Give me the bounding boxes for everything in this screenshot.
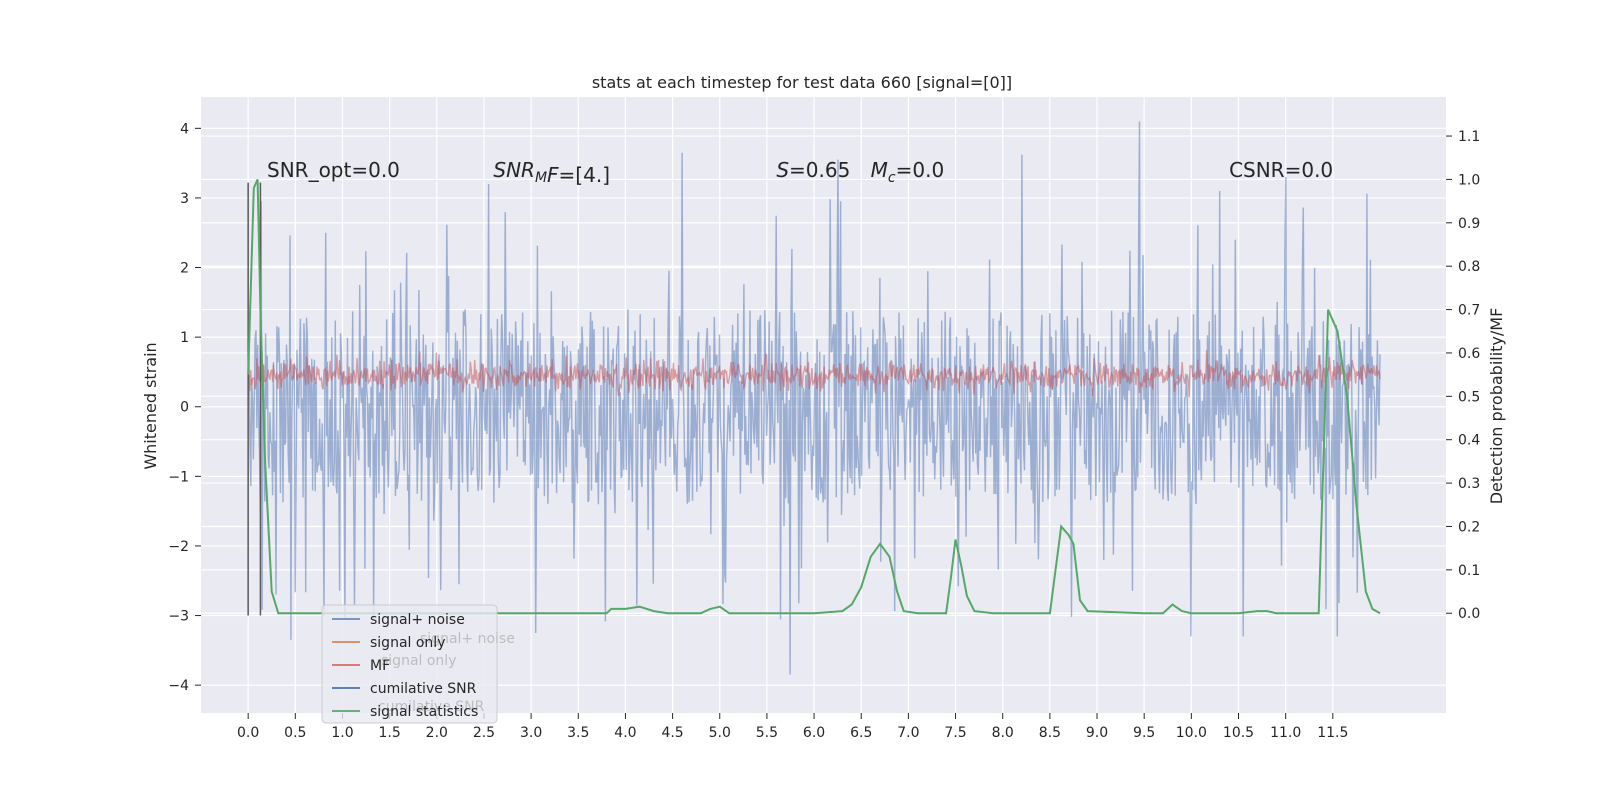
y-tick-label-right: 0.0 — [1458, 606, 1480, 622]
x-tick-label: 3.5 — [567, 725, 589, 741]
y-axis-label-left: Whitened strain — [141, 342, 160, 469]
series-signal-noise — [247, 121, 1381, 675]
y-tick-label-left: −4 — [168, 678, 189, 694]
x-tick-label: 11.5 — [1317, 725, 1348, 741]
series-mf — [247, 350, 1381, 398]
y-tick-label-right: 0.6 — [1458, 346, 1480, 362]
legend-ghost-text: signal only — [381, 653, 456, 669]
y-tick-label-right: 1.1 — [1458, 129, 1480, 145]
y-tick-label-right: 0.8 — [1458, 259, 1480, 275]
x-tick-label: 1.5 — [379, 725, 401, 741]
x-tick-label: 5.5 — [756, 725, 778, 741]
x-tick-label: 8.5 — [1039, 725, 1061, 741]
y-tick-label-right: 0.4 — [1458, 433, 1480, 449]
x-tick-label: 2.5 — [473, 725, 495, 741]
y-tick-label-right: 1.0 — [1458, 172, 1480, 188]
x-tick-label: 1.0 — [331, 725, 353, 741]
y-tick-label-left: 1 — [180, 330, 189, 346]
annotation-csnr: CSNR=0.0 — [1229, 158, 1333, 182]
x-tick-label: 7.5 — [944, 725, 966, 741]
x-tick-label: 9.0 — [1086, 725, 1108, 741]
legend-box — [321, 604, 498, 724]
x-tick-label: 7.0 — [897, 725, 919, 741]
x-tick-label: 5.0 — [709, 725, 731, 741]
y-tick-label-left: −3 — [168, 609, 189, 625]
legend-label: signal only — [370, 635, 445, 651]
plot-area: 0.0 0.5 1.0 1.5 2.0 2.5 3.0 3.5 4.0 4.5 5.0 5.5 6.0 6… — [168, 97, 1480, 741]
x-tick-label: 6.0 — [803, 725, 825, 741]
annotation-snr-opt: SNR_opt=0.0 — [267, 158, 400, 182]
x-tick-label: 4.0 — [614, 725, 636, 741]
y-tick-label-right: 0.7 — [1458, 303, 1480, 319]
series-signal-statistics — [247, 178, 1381, 615]
annotation-snr-mf: SNRMF=[4.] — [493, 158, 610, 187]
x-tick-label: 10.5 — [1223, 725, 1254, 741]
legend-label: signal+ noise — [370, 612, 465, 628]
legend-ghost-text: signal+ noise — [420, 631, 515, 647]
y-tick-label-right: 0.2 — [1458, 519, 1480, 535]
y-tick-label-right: 0.3 — [1458, 476, 1480, 492]
legend-label: MF — [370, 658, 390, 674]
series-line — [247, 121, 1381, 675]
legend-label: signal statistics — [370, 704, 478, 720]
y-tick-label-left: 3 — [180, 191, 189, 207]
y-tick-label-left: 0 — [180, 400, 189, 416]
x-tick-label: 4.5 — [661, 725, 683, 741]
x-tick-label: 3.0 — [520, 725, 542, 741]
x-tick-label: 10.0 — [1176, 725, 1207, 741]
legend-label: cumilative SNR — [370, 681, 477, 697]
x-tick-label: 8.0 — [992, 725, 1014, 741]
y-tick-label-left: −2 — [168, 539, 189, 555]
series-line — [247, 350, 1381, 398]
x-tick-label: 6.5 — [850, 725, 872, 741]
y-tick-label-left: −1 — [168, 469, 189, 485]
x-tick-label: 9.5 — [1133, 725, 1155, 741]
y-tick-label-right: 0.5 — [1458, 389, 1480, 405]
annotation-s-val: S=0.65 — [776, 158, 850, 182]
y-axis-label-right: Detection probability/MF — [1487, 308, 1506, 505]
y-tick-label-right: 0.9 — [1458, 216, 1480, 232]
annotation-mc-val: Mc=0.0 — [871, 158, 945, 186]
x-tick-label: 0.5 — [284, 725, 306, 741]
x-tick-label: 0.0 — [237, 725, 259, 741]
y-tick-label-right: 0.1 — [1458, 563, 1480, 579]
legend-ghost-text: cumilative SNR — [378, 699, 485, 715]
y-tick-label-left: 2 — [180, 261, 189, 277]
chart-title: stats at each timestep for test data 660… — [592, 73, 1012, 92]
x-tick-label: 2.0 — [426, 725, 448, 741]
y-tick-label-left: 4 — [180, 121, 189, 137]
x-tick-label: 11.0 — [1270, 725, 1301, 741]
